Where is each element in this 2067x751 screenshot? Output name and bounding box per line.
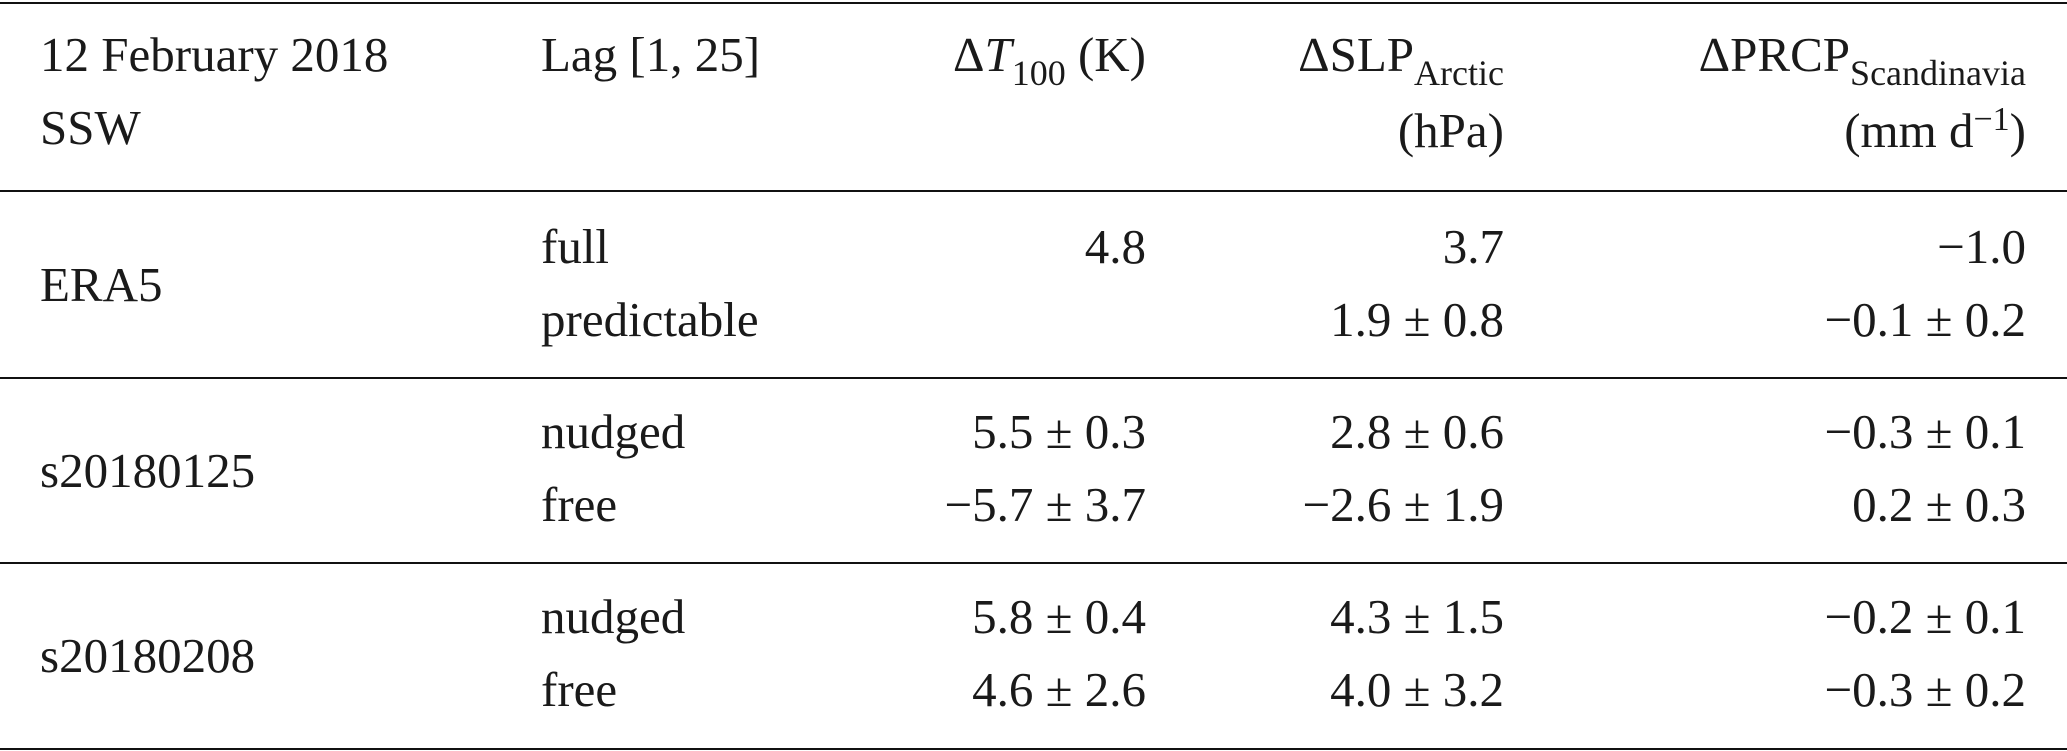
header-slp-var: SLP (1329, 27, 1415, 82)
top-rule (0, 2, 2067, 4)
header-t100-var: T (984, 27, 1012, 82)
prcp-cell: 0.2 ± 0.3 (1852, 477, 2026, 532)
header-slp-unit: (hPa) (1397, 103, 1504, 158)
slp-cell: 1.9 ± 0.8 (1330, 292, 1504, 347)
t100-cell: 5.5 ± 0.3 (972, 404, 1146, 459)
t100-cell: −5.7 ± 3.7 (944, 477, 1146, 532)
bottom-rule (0, 748, 2067, 750)
lag-cell: free (541, 662, 618, 717)
header-t100-sub: 100 (1011, 52, 1066, 93)
lag-cell: nudged (541, 404, 686, 459)
prcp-cell: −0.2 ± 0.1 (1824, 589, 2026, 644)
t100-cell: 5.8 ± 0.4 (972, 589, 1146, 644)
slp-cell: 2.8 ± 0.6 (1330, 404, 1504, 459)
header-t100: ΔT100 (K) (952, 27, 1146, 91)
group-name: s20180125 (40, 443, 256, 498)
header-prcp: ΔPRCPScandinavia (1698, 27, 2026, 91)
lag-cell: nudged (541, 589, 686, 644)
group-name: ERA5 (40, 257, 163, 312)
header-rule (0, 190, 2067, 192)
header-prcp-unit: (mm d−1) (1844, 103, 2026, 158)
header-t100-unit: (K) (1065, 27, 1146, 82)
header-prcp-unit-sup: −1 (1973, 101, 2010, 138)
header-prcp-unit-pre: (mm d (1844, 103, 1974, 158)
t100-cell: 4.6 ± 2.6 (972, 662, 1146, 717)
prcp-cell: −1.0 (1937, 219, 2026, 274)
header-event-line2: SSW (40, 100, 141, 155)
header-prcp-delta: Δ (1698, 27, 1731, 82)
group-rule-2 (0, 562, 2067, 564)
lag-cell: free (541, 477, 618, 532)
group-name: s20180208 (40, 628, 256, 683)
t100-cell: 4.8 (1084, 219, 1146, 274)
prcp-cell: −0.1 ± 0.2 (1824, 292, 2026, 347)
header-prcp-unit-post: ) (2009, 103, 2026, 158)
header-prcp-var: PRCP (1730, 27, 1851, 82)
slp-cell: 4.3 ± 1.5 (1330, 589, 1504, 644)
header-slp-sub: Arctic (1414, 52, 1504, 93)
prcp-cell: −0.3 ± 0.1 (1824, 404, 2026, 459)
header-event-line1: 12 February 2018 (40, 27, 389, 82)
header-prcp-sub: Scandinavia (1850, 52, 2026, 93)
slp-cell: 4.0 ± 3.2 (1330, 662, 1504, 717)
prcp-cell: −0.3 ± 0.2 (1824, 662, 2026, 717)
header-lag: Lag [1, 25] (541, 27, 761, 82)
slp-cell: −2.6 ± 1.9 (1302, 477, 1504, 532)
slp-cell: 3.7 (1442, 219, 1504, 274)
header-event: 12 February 2018 SSW (40, 27, 389, 152)
header-t100-delta: Δ (952, 27, 985, 82)
lag-cell: full (541, 219, 610, 274)
group-rule-1 (0, 377, 2067, 379)
header-slp-delta: Δ (1298, 27, 1330, 82)
lag-cell: predictable (541, 292, 759, 347)
header-slp: ΔSLPArctic (1298, 27, 1504, 91)
